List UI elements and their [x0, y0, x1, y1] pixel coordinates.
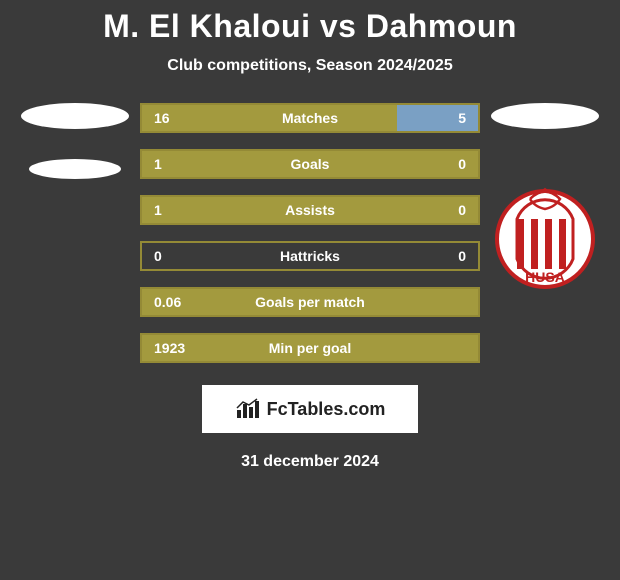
fctables-logo: FcTables.com [202, 385, 418, 433]
stat-bar: 0.06 Goals per match [140, 287, 480, 317]
left-player-badge [20, 103, 130, 179]
bar-value-right: 0 [458, 156, 466, 172]
page-title: M. El Khaloui vs Dahmoun [103, 8, 517, 45]
placeholder-oval [29, 159, 121, 179]
bar-value-right: 0 [458, 202, 466, 218]
bar-value-right: 5 [458, 110, 466, 126]
date-label: 31 december 2024 [241, 453, 379, 471]
stat-bar: 1923 Min per goal [140, 333, 480, 363]
bar-value-left: 1 [154, 156, 162, 172]
stat-bars: 16 5 Matches 1 0 Goals 1 0 Assists 0 0 Hattricks 0.0… [140, 103, 480, 363]
stat-bar: 16 5 Matches [140, 103, 480, 133]
chart-icon [235, 398, 261, 420]
bar-value-left: 1923 [154, 340, 185, 356]
bar-label: Min per goal [269, 340, 351, 356]
bar-label: Assists [285, 202, 335, 218]
bar-label: Goals [291, 156, 330, 172]
page-subtitle: Club competitions, Season 2024/2025 [167, 57, 452, 75]
bar-fill-left [142, 105, 397, 131]
bar-label: Goals per match [255, 294, 365, 310]
bar-value-left: 1 [154, 202, 162, 218]
bar-value-right: 0 [458, 248, 466, 264]
bar-value-left: 16 [154, 110, 170, 126]
bar-label: Matches [282, 110, 338, 126]
right-player-badge: HUSA [490, 103, 600, 299]
stat-bar: 1 0 Goals [140, 149, 480, 179]
bar-label: Hattricks [280, 248, 340, 264]
infographic-container: M. El Khaloui vs Dahmoun Club competitio… [0, 0, 620, 580]
logo-text: FcTables.com [267, 399, 386, 420]
placeholder-oval [21, 103, 129, 129]
stat-bar: 1 0 Assists [140, 195, 480, 225]
bar-value-left: 0.06 [154, 294, 181, 310]
placeholder-oval [491, 103, 599, 129]
bar-value-left: 0 [154, 248, 162, 264]
stat-bar: 0 0 Hattricks [140, 241, 480, 271]
svg-text:HUSA: HUSA [525, 269, 565, 285]
stats-area: 16 5 Matches 1 0 Goals 1 0 Assists 0 0 Hattricks 0.0… [0, 103, 620, 363]
club-crest-icon: HUSA [495, 179, 595, 299]
